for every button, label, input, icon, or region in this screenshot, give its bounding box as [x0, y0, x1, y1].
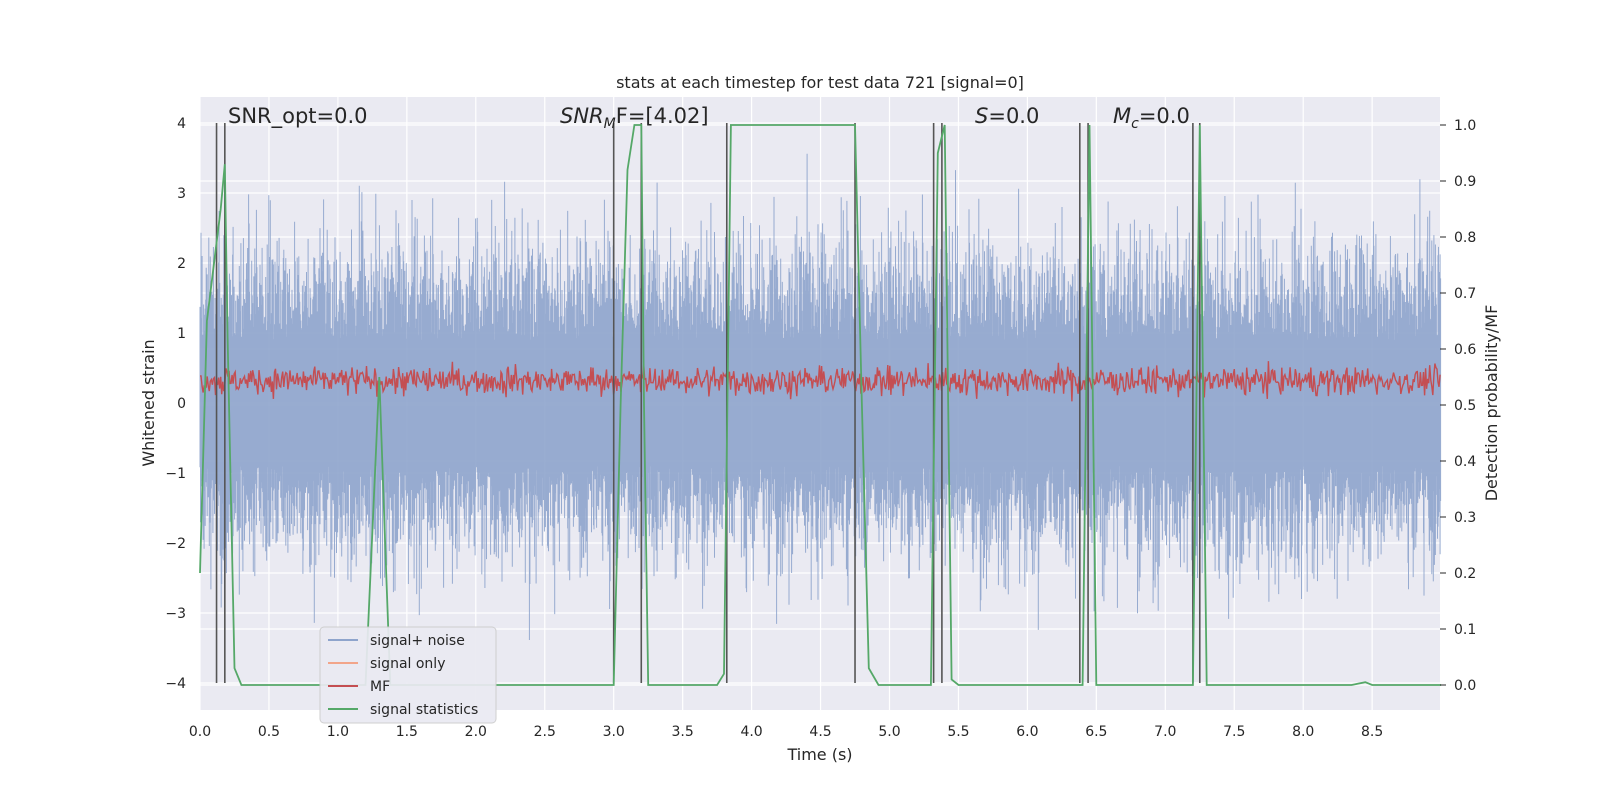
chart-title: stats at each timestep for test data 721… [616, 73, 1024, 92]
y-tick-label-right: 0.4 [1454, 454, 1476, 470]
legend-label-signal-only: signal only [370, 656, 445, 672]
x-tick-label: 3.0 [603, 724, 625, 740]
y-tick-label-right: 0.5 [1454, 398, 1476, 414]
annotation-mc-rest: =0.0 [1139, 104, 1190, 128]
x-tick-label: 5.5 [947, 724, 969, 740]
y-tick-label-left: −3 [165, 606, 186, 622]
y-tick-label-right: 0.1 [1454, 622, 1476, 638]
x-tick-label: 1.0 [327, 724, 349, 740]
x-tick-label: 3.5 [672, 724, 694, 740]
legend-label-mf: MF [370, 679, 390, 695]
x-tick-label: 4.5 [809, 724, 831, 740]
y-tick-label-right: 0.9 [1454, 174, 1476, 190]
x-tick-label: 1.5 [396, 724, 418, 740]
annotation-s: S=0.0 [975, 104, 1039, 128]
x-tick-label: 5.0 [878, 724, 900, 740]
x-ticks: 0.0 0.5 1.0 1.5 2.0 2.5 3.0 3.5 4.0 4.5 5.0 5.5 6.0 6… [189, 724, 1383, 740]
mf-series [200, 361, 1441, 402]
y-tick-label-left: 2 [177, 256, 186, 272]
annotation-s-rest: =0.0 [988, 104, 1039, 128]
x-tick-label: 8.0 [1292, 724, 1314, 740]
legend-label-signal-noise: signal+ noise [370, 633, 465, 649]
annotation-snr-mf: SNRMF=[4.02] [560, 104, 709, 132]
y-tick-label-left: 4 [177, 116, 186, 132]
x-tick-label: 2.0 [465, 724, 487, 740]
y-tick-label-left: 0 [177, 396, 186, 412]
x-tick-label: 2.5 [534, 724, 556, 740]
legend: signal+ noise signal only MF signal stat… [319, 626, 497, 724]
y-tick-label-left: −2 [165, 536, 186, 552]
y-tick-label-left: 3 [177, 186, 186, 202]
annotation-snr-mf-base: SNR [560, 104, 604, 128]
y-tick-label-right: 0.2 [1454, 566, 1476, 582]
y-tick-label-right: 0.7 [1454, 286, 1476, 302]
x-tick-label: 7.0 [1154, 724, 1176, 740]
legend-label-signal-statistics: signal statistics [370, 702, 478, 718]
y-axis-label-right: Detection probability/MF [1482, 305, 1501, 502]
y-axis-label-left: Whitened strain [139, 339, 158, 466]
y-tick-label-right: 0.8 [1454, 230, 1476, 246]
x-tick-label: 0.0 [189, 724, 211, 740]
annotation-snr-mf-rest: F=[4.02] [616, 104, 709, 128]
y-tick-label-left: −4 [165, 676, 186, 692]
annotation-s-sym: S [975, 104, 988, 128]
mf-line [200, 361, 1441, 402]
x-tick-label: 0.5 [258, 724, 280, 740]
y-ticks-right: 1.0 0.9 0.8 0.7 0.6 0.5 0.4 0.3 0.2 0.1 0.0 [1440, 118, 1476, 694]
annotation-snr-mf-sub: M [604, 116, 616, 132]
x-tick-label: 8.5 [1361, 724, 1383, 740]
y-tick-label-right: 0.6 [1454, 342, 1476, 358]
legend-box [319, 626, 497, 724]
x-tick-label: 7.5 [1223, 724, 1245, 740]
y-tick-label-right: 1.0 [1454, 118, 1476, 134]
x-tick-label: 6.5 [1085, 724, 1107, 740]
y-tick-label-right: 0.0 [1454, 678, 1476, 694]
y-tick-label-right: 0.3 [1454, 510, 1476, 526]
annotation-snr-opt: SNR_opt=0.0 [228, 104, 368, 129]
signal-statistics-series [199, 124, 1442, 686]
annotation-mc-base: M [1113, 104, 1131, 128]
y-tick-label-left: 1 [177, 326, 186, 342]
signal-statistics-line [199, 124, 1442, 686]
y-tick-label-left: −1 [165, 466, 186, 482]
annotation-mc: Mc=0.0 [1113, 104, 1190, 132]
y-ticks-left: 4 3 2 1 0 −1 −2 −3 −4 [165, 116, 186, 692]
annotation-mc-sub: c [1131, 116, 1139, 132]
x-tick-label: 6.0 [1016, 724, 1038, 740]
x-axis-label: Time (s) [786, 745, 852, 764]
x-tick-label: 4.0 [740, 724, 762, 740]
